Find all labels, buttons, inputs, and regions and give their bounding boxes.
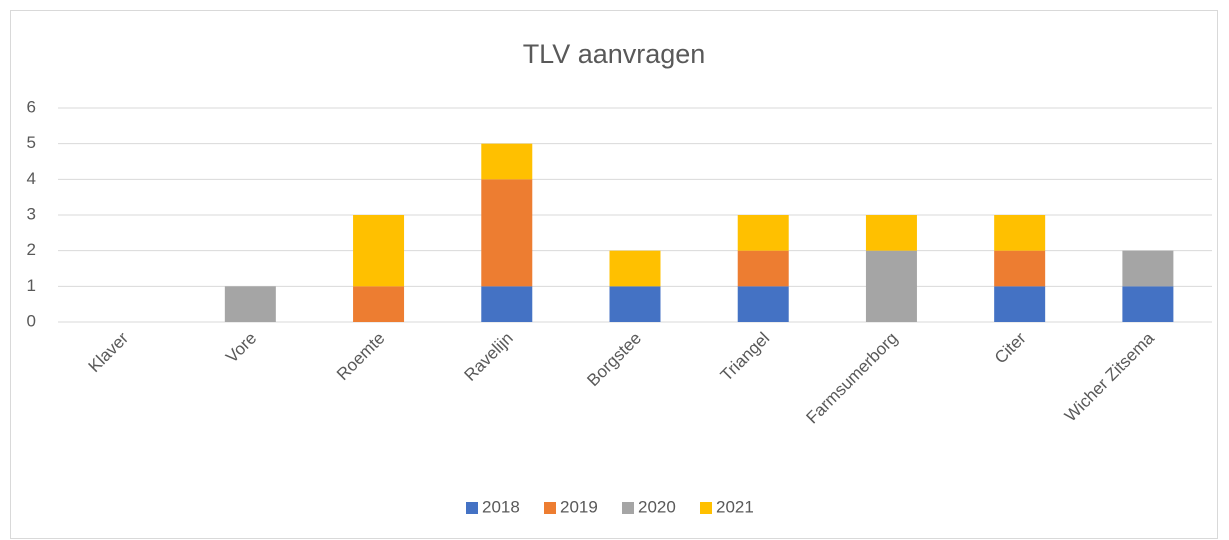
y-tick-label: 3 [27,204,36,223]
bar-segment [481,286,533,322]
legend-swatch [544,502,556,514]
legend-swatch [622,502,634,514]
chart-title: TLV aanvragen [523,39,706,69]
bar-segment [609,250,661,287]
bar-segment [865,250,917,322]
legend-label: 2019 [560,497,598,516]
legend-label: 2021 [716,497,754,516]
y-tick-label: 1 [27,276,36,295]
legend-swatch [466,502,478,514]
bar-segment [994,250,1046,287]
bar-segment [737,250,789,287]
bar-segment [224,286,276,322]
bar-segment [353,286,405,322]
legend-swatch [700,502,712,514]
bar-segment [481,143,533,180]
bar-segment [609,286,661,322]
bar-segment [994,215,1046,251]
bar-segment [1122,286,1174,322]
y-tick-label: 5 [27,133,36,152]
y-tick-label: 6 [27,97,36,116]
bar-segment [353,215,405,287]
bar-segment [994,286,1046,322]
y-tick-label: 4 [27,169,36,188]
y-tick-label: 0 [27,311,36,330]
bar-segment [865,215,917,251]
bar-segment [737,286,789,322]
legend-label: 2020 [638,497,676,516]
bar-segment [1122,250,1174,287]
legend-label: 2018 [482,497,520,516]
bar-segment [737,215,789,251]
bar-segment [481,179,533,287]
y-tick-label: 2 [27,240,36,259]
